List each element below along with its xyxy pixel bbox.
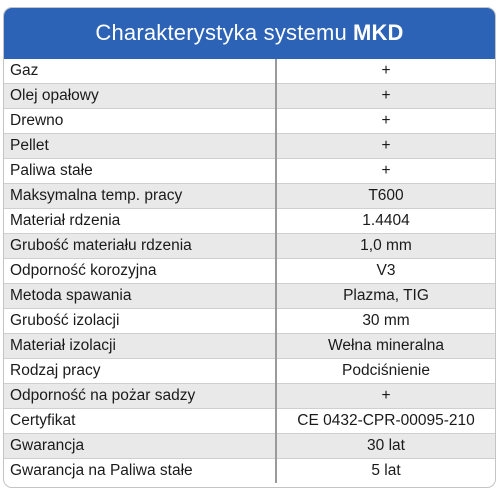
row-value: + <box>276 158 495 184</box>
row-parameter: Maksymalna temp. pracy <box>4 183 277 209</box>
specification-table: Gaz + Olej opałowy + Drewno + Pellet + Paliw… <box>4 59 495 483</box>
row-value: Wełna mineralna <box>276 333 495 359</box>
table-row: Rodzaj pracy Podciśnienie <box>4 358 495 384</box>
table-row: Gaz + <box>4 59 495 84</box>
row-value: + <box>276 83 495 109</box>
row-parameter: Olej opałowy <box>4 83 277 109</box>
row-parameter: Materiał rdzenia <box>4 208 277 234</box>
table-header: Charakterystyka systemu MKD <box>4 8 495 59</box>
row-parameter: Drewno <box>4 108 277 134</box>
row-value: CE 0432-CPR-00095-210 <box>276 408 495 434</box>
row-parameter: Materiał izolacji <box>4 333 277 359</box>
row-parameter: Rodzaj pracy <box>4 358 277 384</box>
row-value: V3 <box>276 258 495 284</box>
table-row: Grubość izolacji 30 mm <box>4 308 495 334</box>
table-row: Paliwa stałe + <box>4 158 495 184</box>
row-value: + <box>276 108 495 134</box>
table-row: Pellet + <box>4 133 495 159</box>
row-value: 1.4404 <box>276 208 495 234</box>
row-value: 30 lat <box>276 433 495 459</box>
row-value: 1,0 mm <box>276 233 495 259</box>
row-value: + <box>276 383 495 409</box>
table-row: Metoda spawania Plazma, TIG <box>4 283 495 309</box>
row-value: 30 mm <box>276 308 495 334</box>
row-value: + <box>276 133 495 159</box>
row-parameter: Metoda spawania <box>4 283 277 309</box>
row-value: T600 <box>276 183 495 209</box>
row-parameter: Odporność korozyjna <box>4 258 277 284</box>
table-row: Materiał izolacji Wełna mineralna <box>4 333 495 359</box>
header-title-system-name: MKD <box>352 20 404 45</box>
row-parameter: Grubość izolacji <box>4 308 277 334</box>
table-row: Grubość materiału rdzenia 1,0 mm <box>4 233 495 259</box>
row-parameter: Certyfikat <box>4 408 277 434</box>
row-value: Plazma, TIG <box>276 283 495 309</box>
row-value: Podciśnienie <box>276 358 495 384</box>
table-row: Olej opałowy + <box>4 83 495 109</box>
table-row: Certyfikat CE 0432-CPR-00095-210 <box>4 408 495 434</box>
row-value: 5 lat <box>371 462 401 479</box>
specification-card: Charakterystyka systemu MKD Gaz + Olej op… <box>3 7 496 488</box>
table-row: Gwarancja 30 lat <box>4 433 495 459</box>
row-parameter: Paliwa stałe <box>4 158 277 184</box>
specification-table-body: Gaz + Olej opałowy + Drewno + Pellet + Paliw… <box>4 59 495 483</box>
table-row: Gwarancja na Paliwa stałe 5 lat <box>4 458 495 483</box>
header-title: Charakterystyka systemu <box>95 20 347 45</box>
row-parameter: Grubość materiału rdzenia <box>4 233 277 259</box>
row-value: + <box>276 59 495 84</box>
table-row: Materiał rdzenia 1.4404 <box>4 208 495 234</box>
table-row: Drewno + <box>4 108 495 134</box>
row-parameter: Gaz <box>4 59 277 84</box>
row-parameter: Pellet <box>4 133 277 159</box>
table-row: Odporność korozyjna V3 <box>4 258 495 284</box>
row-parameter: Gwarancja <box>4 433 277 459</box>
table-row: Odporność na pożar sadzy + <box>4 383 495 409</box>
row-parameter: Gwarancja na Paliwa stałe <box>4 458 277 483</box>
row-parameter: Odporność na pożar sadzy <box>4 383 277 409</box>
table-row: Maksymalna temp. pracy T600 <box>4 183 495 209</box>
